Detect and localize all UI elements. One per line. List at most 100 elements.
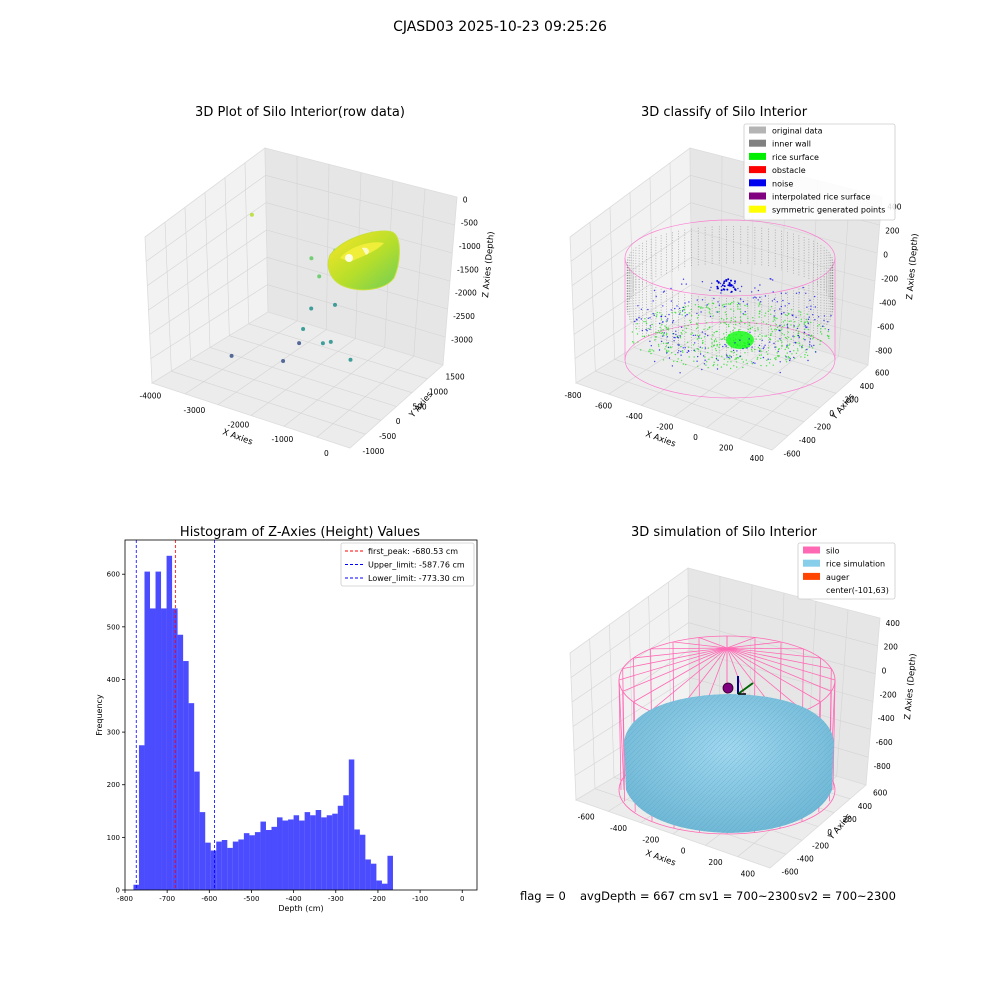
rice-point bbox=[641, 335, 644, 337]
rice-point bbox=[713, 363, 715, 366]
noise-point bbox=[732, 349, 735, 352]
rice-point bbox=[757, 335, 760, 337]
rice-point bbox=[729, 367, 732, 370]
noise-point bbox=[678, 344, 680, 346]
noise-point bbox=[655, 295, 657, 298]
noise-point bbox=[675, 330, 677, 332]
noise-point bbox=[781, 313, 783, 315]
noise-point bbox=[759, 301, 762, 303]
rice-point bbox=[668, 350, 670, 352]
legend-swatch bbox=[749, 179, 766, 187]
rice-point bbox=[800, 320, 802, 323]
y-tick-label: 600 bbox=[107, 571, 120, 579]
histogram-bar bbox=[299, 820, 305, 890]
rice-point bbox=[694, 304, 697, 306]
noise-point bbox=[716, 280, 719, 282]
noise-point bbox=[667, 346, 670, 349]
noise-point bbox=[701, 368, 703, 371]
noise-point bbox=[783, 312, 785, 314]
silo-roof-spoke bbox=[633, 647, 728, 659]
noise-point bbox=[752, 362, 754, 364]
noise-point bbox=[662, 291, 665, 293]
rice-point bbox=[697, 348, 700, 350]
rice-point bbox=[691, 332, 694, 334]
rice-point bbox=[775, 329, 778, 331]
rice-point bbox=[764, 335, 766, 337]
rice-point bbox=[666, 349, 668, 351]
rice-point bbox=[793, 350, 795, 352]
chart-title: Histogram of Z-Axies (Height) Values bbox=[180, 525, 420, 540]
rice-point bbox=[732, 330, 734, 332]
noise-point bbox=[679, 313, 681, 315]
rice-point bbox=[730, 361, 732, 363]
noise-point bbox=[779, 371, 781, 374]
noise-point bbox=[746, 303, 748, 305]
silo-roof-spoke bbox=[633, 647, 728, 703]
tick-label: 400 bbox=[750, 454, 765, 463]
noise-point bbox=[722, 282, 725, 285]
panel-histogram: Histogram of Z-Axies (Height) Values -80… bbox=[95, 525, 478, 913]
rice-point bbox=[799, 314, 802, 316]
legend-label: center(-101,63) bbox=[826, 586, 889, 595]
rice-point bbox=[760, 357, 762, 360]
histogram-bar bbox=[370, 863, 377, 890]
rice-point bbox=[783, 334, 785, 336]
noise-point bbox=[653, 289, 656, 292]
rice-point bbox=[807, 328, 809, 331]
rice-point bbox=[671, 311, 673, 314]
rice-point bbox=[767, 310, 769, 312]
tick-label: -400 bbox=[878, 714, 895, 723]
rice-point bbox=[737, 308, 739, 310]
rice-point bbox=[697, 314, 700, 317]
histogram-bar bbox=[232, 841, 239, 890]
rice-point bbox=[640, 349, 642, 351]
noise-point bbox=[780, 292, 782, 294]
rice-point bbox=[764, 312, 767, 314]
noise-point bbox=[786, 344, 788, 347]
histogram-bar bbox=[210, 850, 217, 890]
rice-point bbox=[735, 357, 737, 359]
rice-point bbox=[764, 315, 766, 317]
noise-point bbox=[659, 322, 661, 325]
histogram-bar bbox=[288, 819, 294, 890]
rice-point bbox=[736, 366, 738, 368]
data-point bbox=[317, 274, 322, 279]
rice-point bbox=[781, 325, 784, 328]
rice-point bbox=[795, 329, 797, 331]
rice-point bbox=[759, 348, 761, 350]
noise-point bbox=[680, 326, 683, 328]
noise-point bbox=[742, 313, 744, 315]
histogram-bar bbox=[271, 826, 278, 890]
rice-point bbox=[651, 323, 653, 326]
tick-label: -600 bbox=[595, 402, 612, 411]
silo-roof-spoke bbox=[726, 647, 821, 703]
rice-point bbox=[751, 350, 753, 352]
tick-label: -3000 bbox=[184, 406, 206, 415]
tick-label: 0 bbox=[681, 847, 686, 856]
tick-label: -400 bbox=[879, 299, 896, 308]
noise-point bbox=[798, 292, 800, 294]
rice-point bbox=[781, 341, 783, 343]
noise-point bbox=[679, 335, 681, 337]
rice-point bbox=[747, 328, 749, 331]
reference-lines bbox=[135, 540, 215, 890]
tick-label: 0 bbox=[693, 433, 698, 442]
noise-point bbox=[779, 338, 781, 340]
rice-point bbox=[631, 331, 634, 333]
noise-point bbox=[822, 325, 824, 327]
noise-point bbox=[754, 362, 756, 364]
noise-point bbox=[658, 349, 661, 351]
rice-point bbox=[714, 348, 717, 350]
rice-point bbox=[798, 342, 801, 344]
noise-point bbox=[801, 346, 803, 348]
rice-point bbox=[649, 348, 651, 351]
noise-point bbox=[673, 336, 675, 339]
rice-point bbox=[658, 332, 661, 334]
rice-point bbox=[705, 322, 708, 324]
noise-point bbox=[780, 305, 782, 308]
rice-point bbox=[707, 367, 709, 369]
rice-point bbox=[786, 352, 788, 354]
noise-point bbox=[758, 350, 761, 352]
noise-point bbox=[672, 333, 675, 335]
rice-point bbox=[747, 317, 749, 319]
